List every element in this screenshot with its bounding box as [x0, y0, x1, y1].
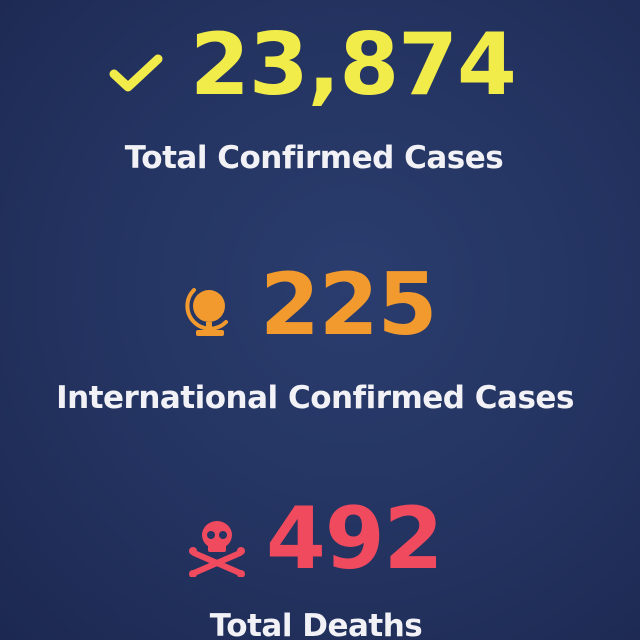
globe-icon [182, 282, 240, 340]
total-deaths-value: 492 [266, 489, 444, 589]
stat-value-row: 492 [186, 489, 444, 589]
total-deaths-label: Total Deaths [209, 608, 423, 640]
check-icon [108, 54, 164, 94]
international-confirmed-label: International Confirmed Cases [56, 380, 574, 416]
international-confirmed-value: 225 [260, 255, 438, 355]
total-confirmed-label: Total Confirmed Cases [124, 140, 504, 176]
total-confirmed-value: 23,874 [190, 15, 517, 115]
skull-crossbones-icon [186, 515, 248, 577]
stat-value-row: 23,874 [108, 15, 517, 115]
stat-total-confirmed: 23,874 Total Confirmed Cases [0, 0, 640, 200]
stat-value-row: 225 [182, 255, 438, 355]
stat-total-deaths: 492 Total Deaths [0, 480, 640, 640]
stat-international-confirmed: 225 International Confirmed Cases [0, 220, 640, 440]
